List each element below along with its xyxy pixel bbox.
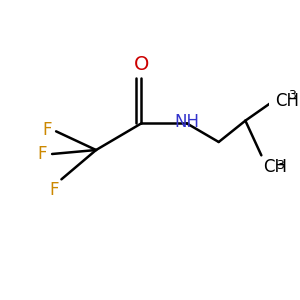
Text: F: F [49,181,59,199]
Text: CH: CH [275,92,299,110]
Text: 3: 3 [277,159,284,172]
Text: NH: NH [174,113,199,131]
Text: F: F [43,121,52,139]
Text: CH: CH [263,158,287,176]
Text: O: O [134,55,149,74]
Text: 3: 3 [289,89,296,102]
Text: F: F [38,145,47,163]
